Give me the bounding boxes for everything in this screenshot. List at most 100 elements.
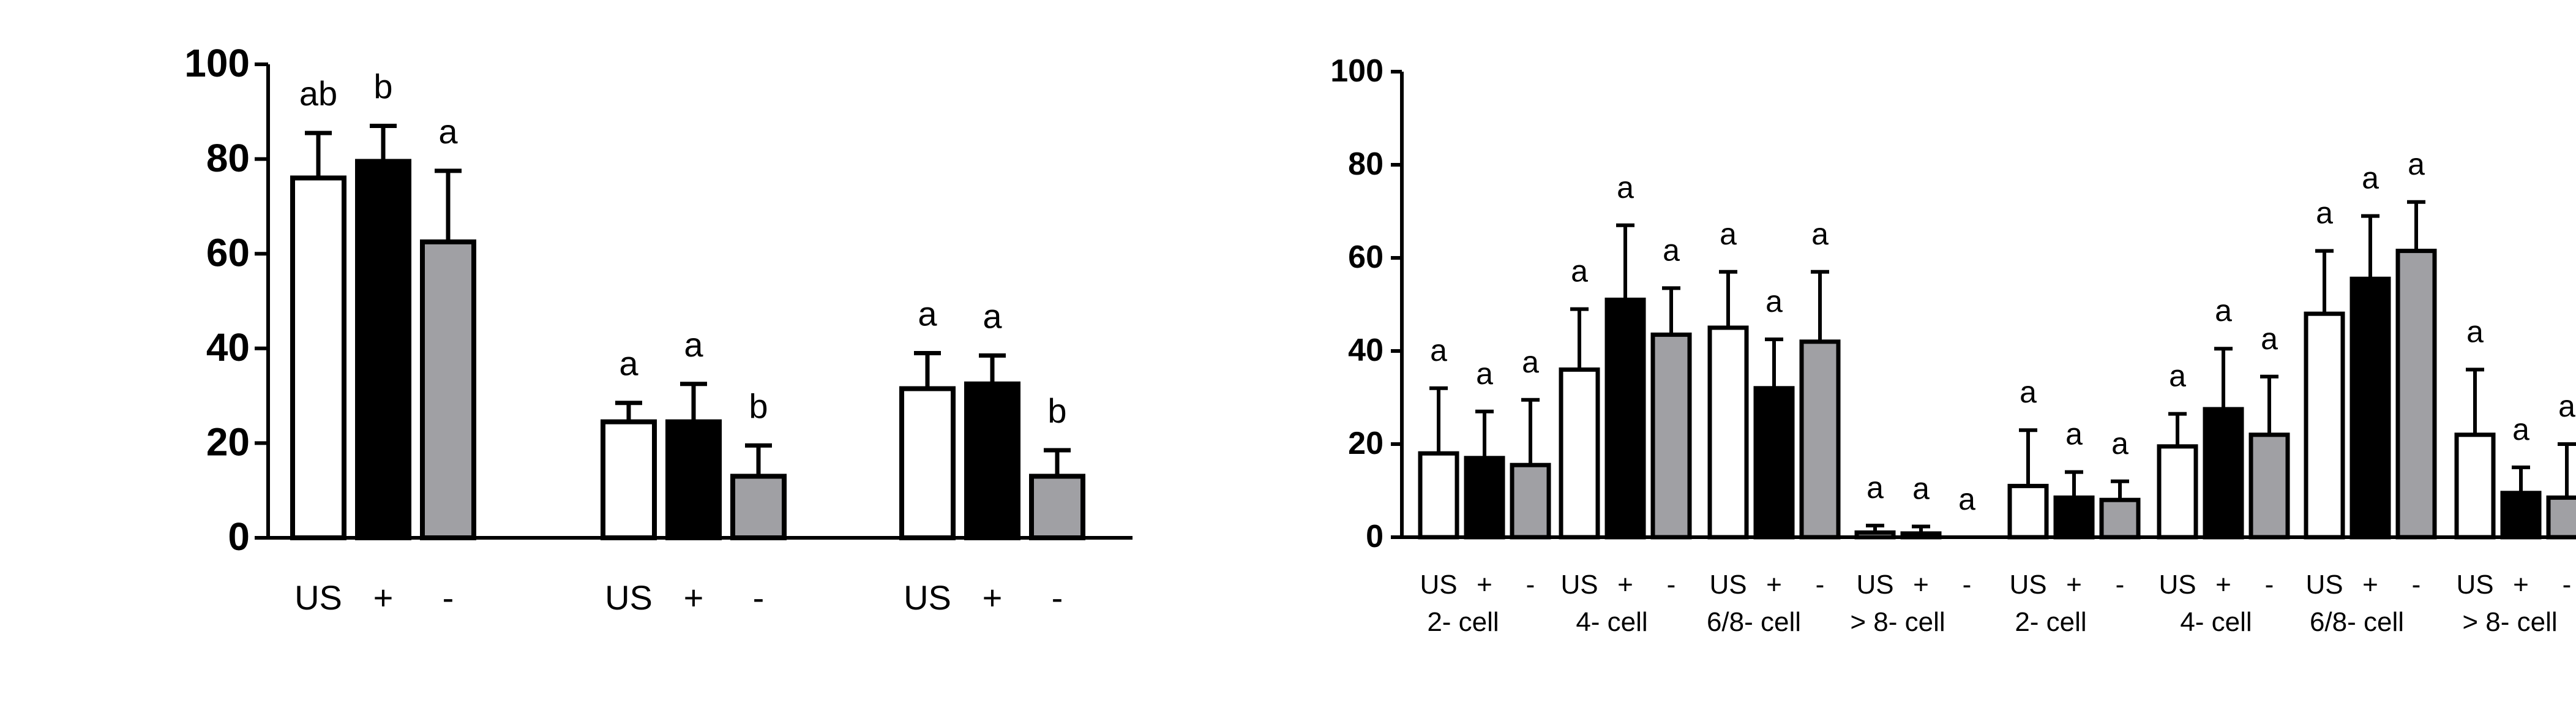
significance-letter: a (2466, 314, 2484, 349)
group-tick-label: + (684, 578, 704, 617)
y-tick-label: 100 (184, 41, 250, 85)
group-tick-label: + (2066, 570, 2082, 600)
group-tick-label: US (2456, 570, 2493, 600)
significance-letter: a (1617, 170, 1634, 205)
stage-label: 2- cell (1427, 607, 1499, 637)
significance-letter: a (1958, 482, 1975, 516)
group-tick-label: US (1856, 570, 1893, 600)
y-tick-label: 0 (228, 515, 250, 559)
group-tick-label: - (2265, 570, 2274, 600)
bar (1418, 451, 1459, 540)
significance-letter: a (2408, 147, 2425, 181)
significance-letter: a (2512, 412, 2529, 447)
group-tick-label: + (1766, 570, 1782, 600)
stage-label: 6/8- cell (1707, 607, 1801, 637)
significance-letter: a (438, 112, 458, 151)
bar (1854, 530, 1896, 540)
bar (2007, 483, 2049, 540)
bar (2248, 432, 2290, 540)
bar (2099, 497, 2141, 540)
group-tick-label: US (904, 578, 951, 617)
group-tick-label: - (2412, 570, 2421, 600)
significance-letter: a (2065, 417, 2083, 451)
chart-panel-a: 0 20 40 60 80 100 ab US b + a - a US a + b - a US a + b - (184, 41, 1133, 617)
significance-letter: a (2020, 375, 2037, 409)
significance-letter: a (1571, 254, 1588, 289)
significance-letter: a (2169, 359, 2186, 393)
bar (2546, 495, 2576, 540)
bar (2349, 276, 2391, 540)
bar (2395, 249, 2437, 540)
group-tick-label: + (983, 578, 1003, 617)
y-tick-label: 80 (1348, 146, 1383, 182)
stage-label: 2- cell (2015, 607, 2086, 637)
significance-letter: a (2316, 196, 2333, 230)
group-tick-label: US (605, 578, 653, 617)
significance-letter: a (983, 296, 1002, 335)
group-tick-label: + (2513, 570, 2529, 600)
bar (2157, 444, 2198, 540)
y-tick-label: 60 (206, 230, 250, 274)
significance-letter: a (1811, 217, 1829, 251)
bar (420, 239, 476, 540)
stage-label: 4- cell (2180, 607, 2252, 637)
stage-label: > 8- cell (2462, 607, 2557, 637)
group-tick-label: - (1963, 570, 1972, 600)
group-tick-label: US (1560, 570, 1598, 600)
y-tick-label: 100 (1330, 53, 1383, 89)
bar (1753, 386, 1795, 540)
bar (1029, 473, 1085, 541)
group-tick-label: + (373, 578, 394, 617)
stage-label: > 8- cell (1850, 607, 1945, 637)
significance-letter: a (1912, 472, 1930, 506)
group-tick-label: - (443, 578, 454, 617)
bar (1604, 297, 1646, 540)
significance-letter: a (2111, 426, 2129, 461)
group-tick-label: - (2563, 570, 2572, 600)
group-tick-label: - (1667, 570, 1676, 600)
bar (730, 473, 787, 541)
group-tick-label: - (1052, 578, 1063, 617)
bar (1650, 332, 1692, 540)
bar (2304, 311, 2345, 540)
y-tick-label: 80 (206, 136, 250, 180)
significance-letter: a (1663, 233, 1680, 267)
bar (1707, 325, 1749, 540)
bar (2454, 432, 2496, 540)
significance-letter: a (1765, 284, 1783, 319)
significance-letter: a (2362, 161, 2379, 195)
bar (2500, 491, 2542, 540)
y-tick-label: 40 (1348, 333, 1383, 368)
significance-letter: a (684, 325, 703, 364)
group-tick-label: - (1526, 570, 1535, 600)
significance-letter: a (918, 295, 937, 333)
group-tick-label: + (2362, 570, 2378, 600)
significance-letter: b (749, 387, 768, 425)
bar (899, 386, 956, 540)
significance-letter: b (373, 67, 392, 105)
bar (665, 419, 722, 540)
y-tick-label: 0 (1366, 519, 1383, 554)
significance-letter: ab (299, 74, 337, 113)
significance-letter: a (2558, 389, 2575, 423)
y-tick-label: 20 (206, 420, 250, 464)
y-tick-label: 60 (1348, 240, 1383, 275)
stage-label: 6/8- cell (2310, 607, 2404, 637)
significance-letter: a (2215, 293, 2232, 328)
group-tick-label: + (1617, 570, 1633, 600)
group-tick-label: - (2116, 570, 2125, 600)
group-tick-label: - (753, 578, 765, 617)
significance-letter: a (1430, 333, 1447, 368)
bar (601, 419, 657, 540)
stage-label: 4- cell (1576, 607, 1647, 637)
group-tick-label: + (1477, 570, 1492, 600)
significance-letter: a (619, 344, 638, 383)
y-tick-label: 40 (206, 325, 250, 369)
bar (1799, 339, 1841, 540)
bar (1510, 462, 1551, 540)
bar (2053, 495, 2095, 540)
significance-letter: a (1866, 470, 1884, 505)
bar (1559, 367, 1600, 540)
